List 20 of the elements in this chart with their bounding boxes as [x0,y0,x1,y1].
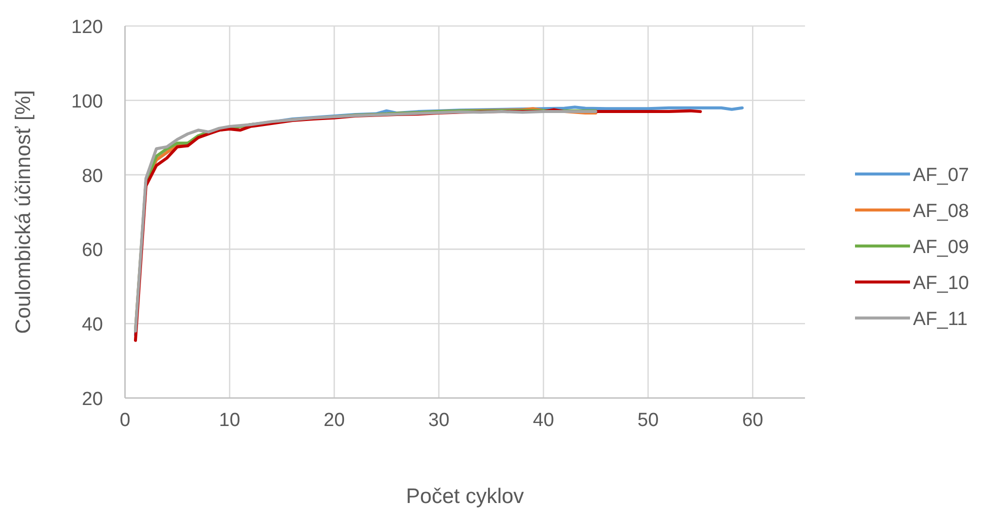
y-tick-label: 40 [82,314,103,336]
legend-label: AF_10 [913,273,969,294]
y-tick-label: 60 [82,240,103,262]
x-tick-label: 0 [120,410,130,431]
x-tick-label: 50 [638,410,659,431]
y-tick-label: 20 [82,389,103,410]
x-tick-label: 30 [428,410,450,431]
legend-label: AF_08 [913,201,969,222]
x-axis-title: Počet cyklov [406,485,524,508]
y-axis-title: Coulombická účinnosť [%] [12,90,35,334]
x-tick-label: 60 [742,410,764,431]
x-tick-label: 10 [219,410,240,431]
y-tick-label: 100 [71,91,103,112]
x-tick-label: 20 [324,410,345,431]
legend-label: AF_11 [913,309,968,330]
y-tick-label: 80 [82,166,103,187]
x-tick-label: 40 [532,410,554,431]
legend-label: AF_07 [913,165,969,186]
y-tick-label: 120 [71,17,103,38]
legend-label: AF_09 [913,237,969,258]
